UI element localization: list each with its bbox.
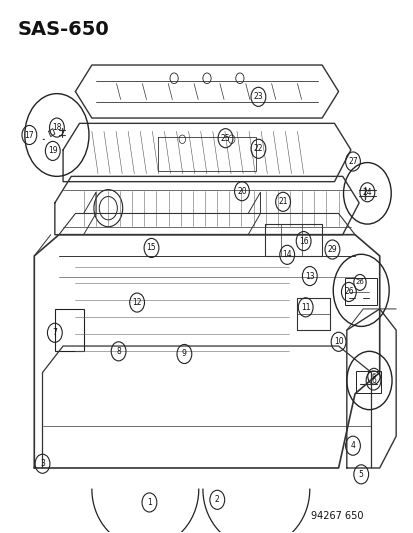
Text: 22: 22 bbox=[253, 144, 263, 154]
Text: 23: 23 bbox=[253, 92, 263, 101]
Text: 24: 24 bbox=[362, 188, 371, 197]
Text: 12: 12 bbox=[132, 298, 142, 307]
Text: 4: 4 bbox=[350, 441, 355, 450]
Text: 2: 2 bbox=[214, 495, 219, 504]
Text: 27: 27 bbox=[347, 157, 357, 166]
Text: 17: 17 bbox=[24, 131, 34, 140]
Text: 7: 7 bbox=[52, 328, 57, 337]
Text: 6: 6 bbox=[371, 373, 375, 379]
Text: 19: 19 bbox=[48, 147, 57, 156]
Text: 8: 8 bbox=[116, 347, 121, 356]
Text: 14: 14 bbox=[282, 251, 291, 260]
Text: 29: 29 bbox=[327, 245, 337, 254]
Text: 11: 11 bbox=[300, 303, 310, 312]
Text: 21: 21 bbox=[278, 197, 287, 206]
Text: 94267 650: 94267 650 bbox=[310, 511, 362, 521]
Text: 13: 13 bbox=[304, 271, 314, 280]
Text: 9: 9 bbox=[181, 350, 186, 359]
Text: 25: 25 bbox=[220, 134, 230, 143]
Text: 16: 16 bbox=[298, 237, 308, 246]
Text: 10: 10 bbox=[333, 337, 342, 346]
Text: 20: 20 bbox=[237, 187, 246, 196]
Text: 5: 5 bbox=[358, 470, 363, 479]
Text: 3: 3 bbox=[40, 459, 45, 469]
Text: SAS-650: SAS-650 bbox=[18, 20, 109, 39]
Text: 26: 26 bbox=[343, 287, 353, 296]
Text: 1: 1 bbox=[147, 498, 152, 507]
Text: 15: 15 bbox=[146, 244, 156, 253]
Text: 6: 6 bbox=[370, 376, 375, 385]
Text: 18: 18 bbox=[52, 123, 62, 132]
Text: 26: 26 bbox=[355, 279, 363, 285]
